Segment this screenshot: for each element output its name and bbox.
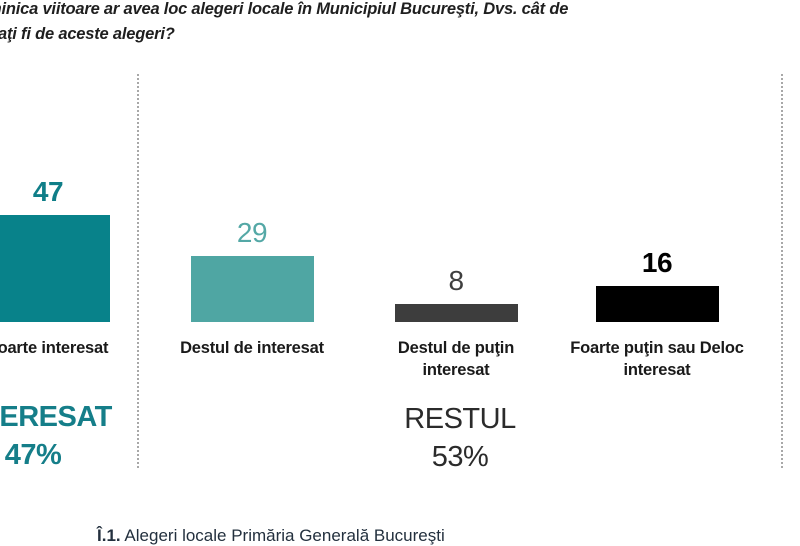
bar-category-label: Destul de interesat xyxy=(180,339,324,357)
bar xyxy=(190,256,314,322)
bar-value: 16 xyxy=(641,247,673,278)
bar xyxy=(394,304,518,322)
summary-interested-value: 47% xyxy=(4,439,62,471)
chart-question-title-line2: aţi fi de aceste alegeri? xyxy=(0,25,175,43)
summary-rest-value: 53% xyxy=(431,441,489,473)
bar-value: 8 xyxy=(448,265,464,296)
bar-category-label: Destul de puţin interesat xyxy=(397,339,515,379)
footer-question-text: Alegeri locale Primăria Generală Bucureş… xyxy=(124,526,445,545)
footer-question-number: Î.1. xyxy=(97,526,121,545)
survey-chart-page: { "title": { "line1": "minica viitoare a… xyxy=(0,0,783,545)
bar-category-label: Foarte puţin sau Deloc interesat xyxy=(570,339,744,379)
dotted-separator-left xyxy=(137,74,139,468)
bar xyxy=(0,215,110,322)
bar-value: 29 xyxy=(236,217,268,248)
bar-value: 47 xyxy=(32,176,64,207)
bar xyxy=(595,286,719,322)
summary-interested-label: INTERESAT xyxy=(0,401,112,433)
footer-question-reference: Î.1. Alegeri locale Primăria Generală Bu… xyxy=(97,526,445,546)
bar-category-label: Foarte interesat xyxy=(0,339,109,357)
dotted-separator-right xyxy=(781,74,783,468)
chart-question-title-line1: minica viitoare ar avea loc alegeri loca… xyxy=(0,0,569,18)
summary-rest-label: RESTUL xyxy=(404,403,516,435)
